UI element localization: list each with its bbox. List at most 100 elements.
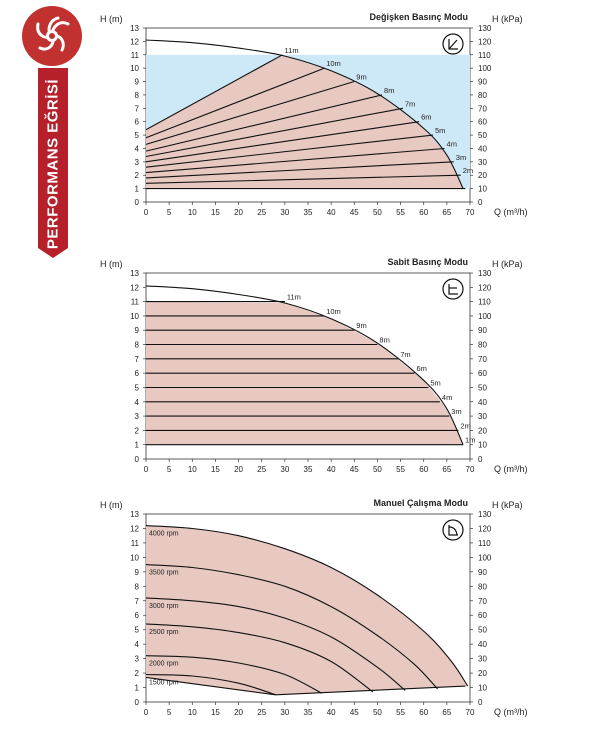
x-tick-label: 0 [144, 465, 149, 474]
y-tick-label: 2 [135, 669, 140, 678]
series-label: 9m [356, 73, 366, 82]
chart-title: Manuel Çalışma Modu [373, 498, 468, 508]
series-label: 11m [287, 293, 301, 302]
constant-pressure-icon [442, 278, 464, 300]
series-line [145, 564, 438, 690]
series-label: 1500 rpm [149, 680, 179, 687]
y-tick-label: 11 [131, 51, 140, 60]
y-tick-label: 5 [135, 383, 140, 392]
series-line [145, 121, 420, 163]
series-label: 3m [451, 407, 461, 416]
series-line [145, 525, 469, 687]
y-right-tick-label: 70 [478, 597, 487, 606]
y-right-tick-label: 70 [478, 355, 487, 364]
x-tick-label: 20 [234, 708, 243, 717]
y-tick-label: 9 [135, 568, 140, 577]
y-tick-label: 3 [135, 158, 140, 167]
series-label: 5m [435, 126, 445, 135]
y-right-tick-label: 50 [478, 383, 487, 392]
y-right-tick-label: 20 [478, 426, 487, 435]
x-tick-label: 55 [396, 208, 405, 217]
series-line [145, 94, 383, 152]
y-right-tick-label: 100 [478, 64, 492, 73]
y-tick-label: 5 [135, 131, 140, 140]
series-label: 2m [460, 421, 470, 430]
y-right-tick-label: 40 [478, 144, 487, 153]
variable-pressure-chart: 0 5 10 15 20 25 30 35 40 45 50 55 60 65 70012345678910… [100, 12, 528, 217]
series-label: 4000 rpm [149, 531, 179, 538]
x-tick-label: 55 [396, 465, 405, 474]
series-label: 11m [285, 46, 299, 55]
pink-operating-region [146, 54, 466, 189]
y-right-tick-label: 120 [478, 524, 492, 533]
y-tick-label: 9 [135, 326, 140, 335]
y-tick-label: 1 [135, 684, 140, 693]
y-tick-label: 12 [130, 37, 139, 46]
x-tick-label: 25 [257, 208, 266, 217]
x-tick-label: 70 [466, 208, 475, 217]
y-right-tick-label: 30 [478, 655, 487, 664]
series-label: 6m [421, 113, 431, 122]
x-tick-label: 15 [211, 465, 220, 474]
series-line [145, 107, 404, 158]
x-tick-label: 40 [327, 708, 336, 717]
series-label: 7m [400, 350, 410, 359]
y-tick-label: 4 [135, 144, 140, 153]
y-right-tick-label: 40 [478, 398, 487, 407]
y-tick-label: 12 [130, 283, 139, 292]
y-right-tick-label: 10 [478, 441, 487, 450]
series-label: 8m [379, 336, 389, 345]
y-right-tick-label: 10 [478, 185, 487, 194]
series-label: 4m [447, 139, 457, 148]
y-tick-label: 3 [135, 412, 140, 421]
series-label: 8m [384, 86, 394, 95]
x-tick-label: 10 [188, 208, 197, 217]
y-tick-label: 6 [135, 118, 140, 127]
chart-title: Değişken Basınç Modu [369, 12, 468, 22]
y-right-tick-label: 90 [478, 78, 487, 87]
max-curve [145, 39, 464, 189]
y-right-tick-label: 110 [478, 298, 491, 307]
y-axis-title-right: H (kPa) [492, 14, 523, 24]
x-tick-label: 10 [188, 465, 197, 474]
series-line [145, 80, 355, 145]
y-tick-label: 3 [135, 655, 140, 664]
chart-group: 0 5 10 15 20 25 30 35 40 45 50 55 60 65 70012345678910… [100, 12, 528, 217]
series-label: 10m [326, 307, 341, 316]
y-right-tick-label: 50 [478, 626, 487, 635]
y-right-tick-label: 90 [478, 326, 487, 335]
x-tick-label: 65 [442, 208, 451, 217]
y-right-tick-label: 80 [478, 341, 487, 350]
x-tick-label: 0 [144, 208, 149, 217]
y-tick-label: 0 [135, 698, 140, 707]
y-right-tick-label: 50 [478, 131, 487, 140]
x-tick-label: 15 [211, 208, 220, 217]
x-tick-label: 50 [373, 465, 382, 474]
series-label: 10m [326, 59, 341, 68]
series-label: 2500 rpm [149, 629, 179, 636]
y-axis-title-left: H (m) [100, 500, 123, 510]
y-axis-title-right: H (kPa) [492, 500, 523, 510]
x-tick-label: 65 [442, 465, 451, 474]
y-right-tick-label: 120 [478, 37, 492, 46]
series-label: 3500 rpm [149, 570, 179, 577]
x-tick-label: 60 [419, 208, 428, 217]
y-right-tick-label: 30 [478, 158, 487, 167]
series-label: 4m [442, 393, 452, 402]
y-right-tick-label: 0 [478, 698, 483, 707]
y-right-tick-label: 0 [478, 455, 483, 464]
x-tick-label: 70 [466, 465, 475, 474]
x-tick-label: 45 [350, 465, 359, 474]
series-line [145, 655, 323, 694]
manual-mode-chart: 0 5 10 15 20 25 30 35 40 45 50 55 60 65 70012345678910… [100, 498, 528, 717]
series-label: 5m [430, 378, 440, 387]
series-label: 2000 rpm [149, 661, 179, 668]
y-tick-label: 10 [130, 312, 139, 321]
series-line [145, 54, 283, 131]
y-tick-label: 8 [135, 341, 140, 350]
series-line [145, 67, 325, 139]
y-right-tick-label: 100 [478, 312, 492, 321]
x-tick-label: 50 [373, 208, 382, 217]
variable-pressure-icon [442, 33, 464, 55]
y-right-tick-label: 100 [478, 553, 492, 562]
